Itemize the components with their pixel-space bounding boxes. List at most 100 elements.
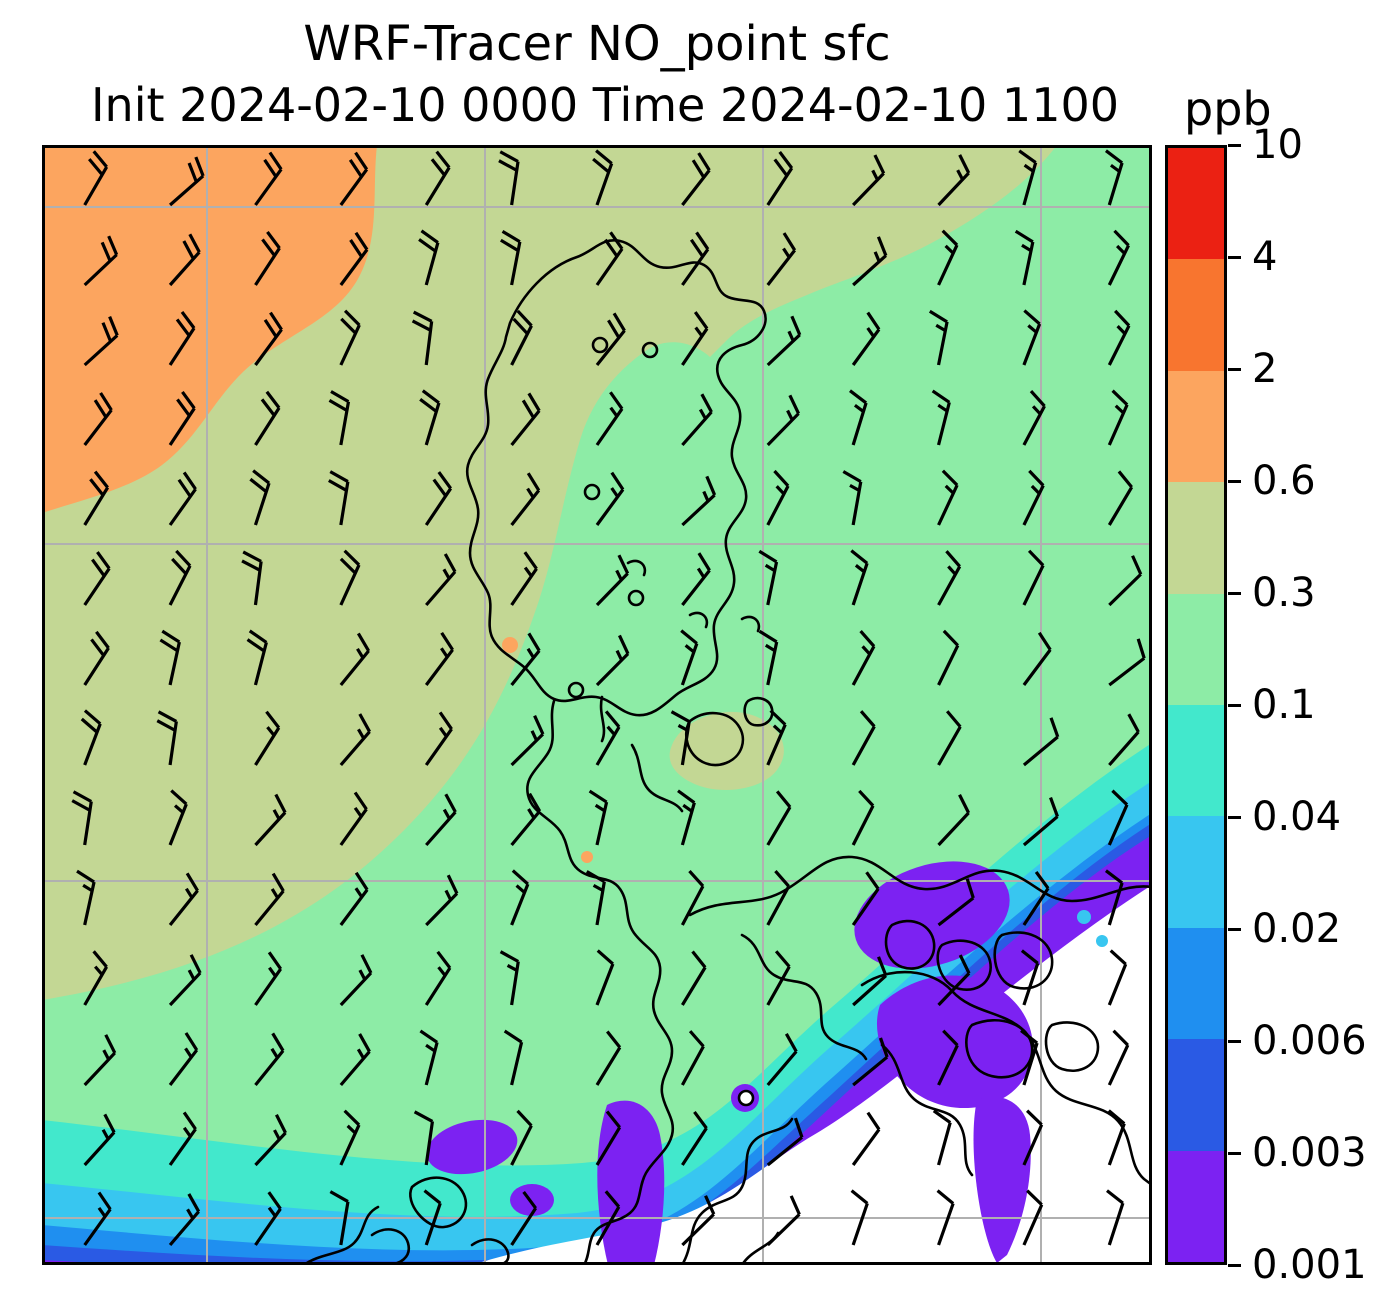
wind-barb [510, 309, 533, 366]
wind-barb [670, 710, 691, 766]
wind-barb [510, 792, 542, 847]
colorbar-tick [1228, 480, 1241, 483]
wind-barb [254, 710, 281, 766]
colorbar-segment [1168, 370, 1224, 483]
contour-band-0.6-2 [42, 145, 377, 513]
wind-barb [425, 874, 459, 927]
wind-barb [937, 550, 962, 606]
wind-barb [1014, 229, 1035, 286]
colorbar-tick [1228, 928, 1241, 931]
colorbar-segment [1168, 816, 1224, 928]
wind-barb [246, 629, 268, 686]
wind-barb [937, 154, 971, 207]
wind-barb [159, 629, 181, 686]
coastline-segment [993, 931, 1054, 990]
wind-barb [680, 629, 699, 686]
wind-barb [411, 310, 434, 366]
wind-barb [83, 950, 109, 1006]
wind-barb [83, 551, 111, 606]
wind-barb [419, 389, 441, 446]
wind-barb [1022, 796, 1059, 847]
coastline-segment [599, 695, 684, 813]
wind-barb [592, 149, 614, 206]
colorbar-tick [1228, 816, 1241, 819]
wind-barb [424, 150, 451, 206]
wind-barb [850, 1189, 869, 1246]
wind-barb [339, 954, 373, 1007]
wind-barb [510, 869, 530, 926]
wind-barb [1107, 789, 1129, 846]
wind-barb [851, 871, 880, 926]
wind-barb [1022, 871, 1050, 926]
island-circle [583, 483, 601, 501]
wind-barb [937, 229, 959, 286]
chart-title: WRF-Tracer NO_point sfc [303, 16, 891, 72]
wind-barb [1022, 469, 1045, 526]
wind-barb [83, 150, 109, 206]
wind-barb [339, 231, 369, 286]
wind-barb-layer [71, 149, 1146, 1247]
wind-barb [71, 790, 93, 846]
map-plot [42, 145, 1152, 1265]
coastline-segment [688, 855, 1152, 917]
colorbar-tick [1228, 144, 1241, 147]
wind-barb [766, 790, 792, 846]
wind-barb [169, 156, 205, 207]
wind-barb [424, 711, 453, 766]
wind-barb [681, 311, 709, 366]
colorbar-segment [1168, 593, 1224, 706]
coastline-segment [680, 1117, 794, 1265]
wind-barb [254, 1114, 287, 1167]
wind-barb [76, 869, 96, 926]
colorbar-segment [1168, 482, 1224, 594]
wind-barb [254, 151, 283, 206]
wind-barb [937, 469, 959, 526]
wind-barb [503, 1029, 524, 1086]
colorbar-segment [1168, 927, 1224, 1040]
wind-barb [254, 793, 287, 847]
wind-barb [595, 312, 626, 367]
colorbar-units-label: ppb [1184, 82, 1272, 136]
wind-barb [766, 1117, 804, 1167]
wind-barb [766, 950, 791, 1006]
colorbar-tick [1228, 704, 1241, 707]
wind-barb [339, 1033, 371, 1087]
wind-barb [423, 1189, 442, 1246]
wind-barb [758, 549, 779, 606]
wind-barb [681, 552, 711, 606]
wind-barb [241, 550, 263, 606]
wind-barb [595, 1110, 622, 1166]
colorbar-annotations: 10 4 2 0.6 0.3 0.1 0.04 0.02 0.006 0.003 0.001 [1228, 122, 1400, 1288]
wind-barb [851, 710, 876, 766]
wind-barb [83, 1034, 117, 1087]
wind-barb [1108, 713, 1140, 767]
wind-barb [937, 954, 971, 1007]
wind-barb [83, 392, 113, 446]
wind-barb [83, 1113, 116, 1167]
wind-barb [595, 554, 630, 607]
wind-barb [681, 1110, 708, 1166]
wind-barb [168, 391, 196, 446]
contour-band-0.3-0.6 [42, 145, 1057, 1000]
wind-barb [681, 393, 713, 447]
wind-barb [1022, 389, 1046, 446]
island-circle [591, 336, 609, 354]
wind-barb [1022, 717, 1060, 767]
wind-barb [418, 229, 440, 286]
wind-barb [758, 629, 779, 686]
contour-fill-layer [42, 145, 1152, 1265]
wind-barb [156, 710, 178, 766]
wind-barb [937, 794, 971, 847]
wind-barb [766, 1033, 798, 1087]
wind-barb [852, 1037, 889, 1087]
wind-barb [254, 311, 283, 366]
wind-barb [168, 310, 196, 366]
wind-barb [766, 1195, 801, 1247]
wind-barb [168, 549, 192, 606]
wind-barb [680, 1030, 705, 1086]
colorbar-tick [1228, 256, 1241, 259]
wind-barb [766, 870, 791, 926]
colorbar-segment [1168, 1039, 1224, 1151]
wind-barb [1022, 1109, 1044, 1166]
